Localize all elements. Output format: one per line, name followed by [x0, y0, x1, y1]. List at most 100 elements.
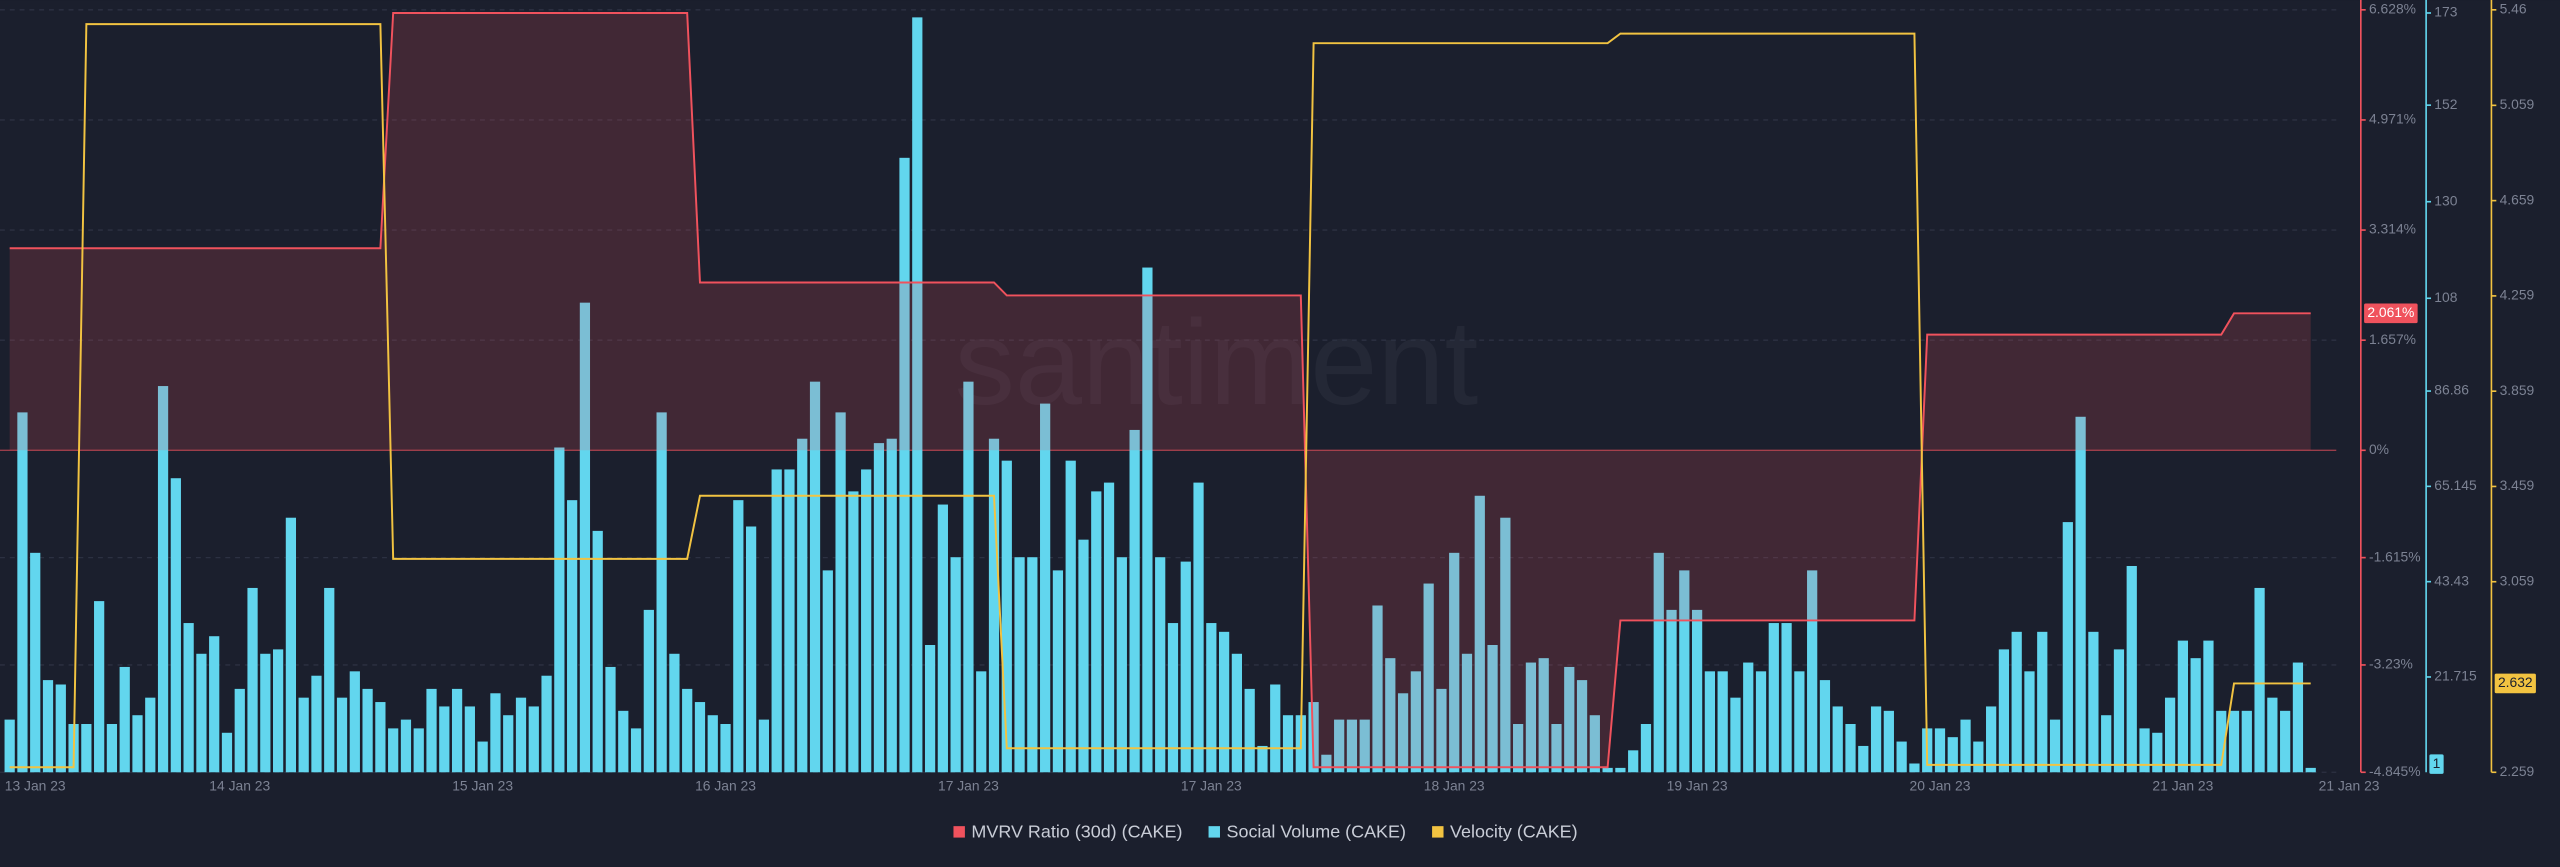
- bar: [1231, 653, 1243, 773]
- bar: [119, 666, 130, 773]
- bar: [1500, 517, 1511, 773]
- bar: [260, 653, 271, 773]
- bar: [899, 157, 910, 773]
- bar: [298, 697, 309, 773]
- y-tick-label: 4.259: [2500, 287, 2535, 303]
- x-tick-label: 16 Jan 23: [695, 778, 756, 794]
- bar: [2088, 631, 2099, 773]
- bar: [1180, 561, 1191, 773]
- bar: [1998, 649, 2010, 773]
- bar: [1397, 693, 1409, 773]
- bar: [247, 587, 258, 773]
- bar: [1436, 688, 1447, 773]
- line: [9, 12, 2311, 769]
- bar: [2305, 767, 2316, 773]
- bar: [554, 447, 565, 773]
- y-tick-label: -4.845%: [2369, 763, 2421, 779]
- bar: [1679, 570, 1690, 773]
- y-tick-label: 5.059: [2500, 96, 2535, 112]
- bar: [1934, 728, 1946, 773]
- bar: [2037, 631, 2048, 773]
- y-tick-label: 0%: [2369, 441, 2389, 457]
- bar: [2011, 631, 2022, 773]
- y-tick-label: 3.059: [2500, 572, 2535, 588]
- bar: [2241, 710, 2252, 773]
- bar: [1410, 671, 1421, 773]
- bar: [1653, 552, 1664, 773]
- bar: [490, 693, 501, 773]
- bar: [1717, 671, 1728, 773]
- bar: [1640, 723, 1652, 773]
- bar: [1449, 552, 1460, 773]
- bar: [273, 649, 284, 773]
- bar: [1947, 737, 1958, 773]
- bar: [848, 491, 859, 773]
- bar: [1525, 662, 1537, 773]
- bar: [413, 728, 424, 773]
- bar: [451, 688, 463, 773]
- bar: [1743, 662, 1754, 773]
- bar: [157, 386, 169, 773]
- value-badge: [2494, 673, 2536, 694]
- y-tick-label: 5.46: [2500, 0, 2527, 16]
- y-tick-label: 173: [2434, 4, 2457, 20]
- bar: [183, 623, 194, 773]
- bar: [1755, 671, 1767, 773]
- bar: [2113, 649, 2125, 773]
- value-badge-label: 2.632: [2498, 674, 2533, 690]
- bar: [132, 715, 143, 773]
- bar: [426, 688, 437, 773]
- bar: [2267, 697, 2278, 773]
- bar: [1474, 495, 1485, 773]
- bar: [2203, 640, 2214, 773]
- bar: [1423, 583, 1434, 773]
- line: [9, 23, 2311, 769]
- bar: [694, 702, 706, 773]
- legend-swatch: [953, 826, 965, 838]
- bar: [656, 412, 667, 773]
- y-tick-label: 1.657%: [2369, 331, 2416, 347]
- bar: [937, 504, 948, 773]
- bar: [1103, 482, 1115, 773]
- bar: [1052, 570, 1064, 773]
- bar: [1794, 671, 1805, 773]
- bar: [797, 438, 808, 773]
- bar: [1244, 688, 1255, 773]
- bar: [336, 697, 348, 773]
- value-badge: [2429, 754, 2444, 774]
- bar: [1589, 715, 1600, 773]
- bar: [1142, 267, 1153, 773]
- bar: [1027, 557, 1038, 773]
- bar: [963, 381, 974, 773]
- bar: [809, 381, 821, 773]
- bar: [349, 671, 360, 773]
- bar: [2254, 587, 2265, 773]
- bar: [1768, 623, 1779, 773]
- bar: [1730, 697, 1741, 773]
- y-tick-label: 3.314%: [2369, 221, 2416, 237]
- y-tick-label: 3.459: [2500, 477, 2535, 493]
- bar: [1666, 609, 1677, 773]
- bar: [1845, 723, 1856, 773]
- bar: [1257, 745, 1268, 773]
- bar: [771, 469, 782, 773]
- bar: [2152, 732, 2163, 773]
- x-tick-label: 15 Jan 23: [452, 778, 513, 794]
- bar: [1513, 723, 1524, 773]
- bar: [2216, 710, 2227, 773]
- bar: [669, 653, 680, 773]
- bar: [1551, 723, 1562, 773]
- bar: [1155, 557, 1166, 773]
- bar: [886, 438, 897, 773]
- bar: [1628, 750, 1639, 773]
- bar: [1014, 557, 1025, 773]
- bar: [1359, 719, 1370, 773]
- bar: [1218, 631, 1230, 773]
- bar: [106, 723, 118, 773]
- bar: [822, 570, 833, 773]
- bar: [2164, 697, 2176, 773]
- bar: [1270, 684, 1281, 773]
- bar: [1091, 491, 1102, 773]
- y-tick-label: 65.145: [2434, 477, 2477, 493]
- bar: [2075, 416, 2086, 773]
